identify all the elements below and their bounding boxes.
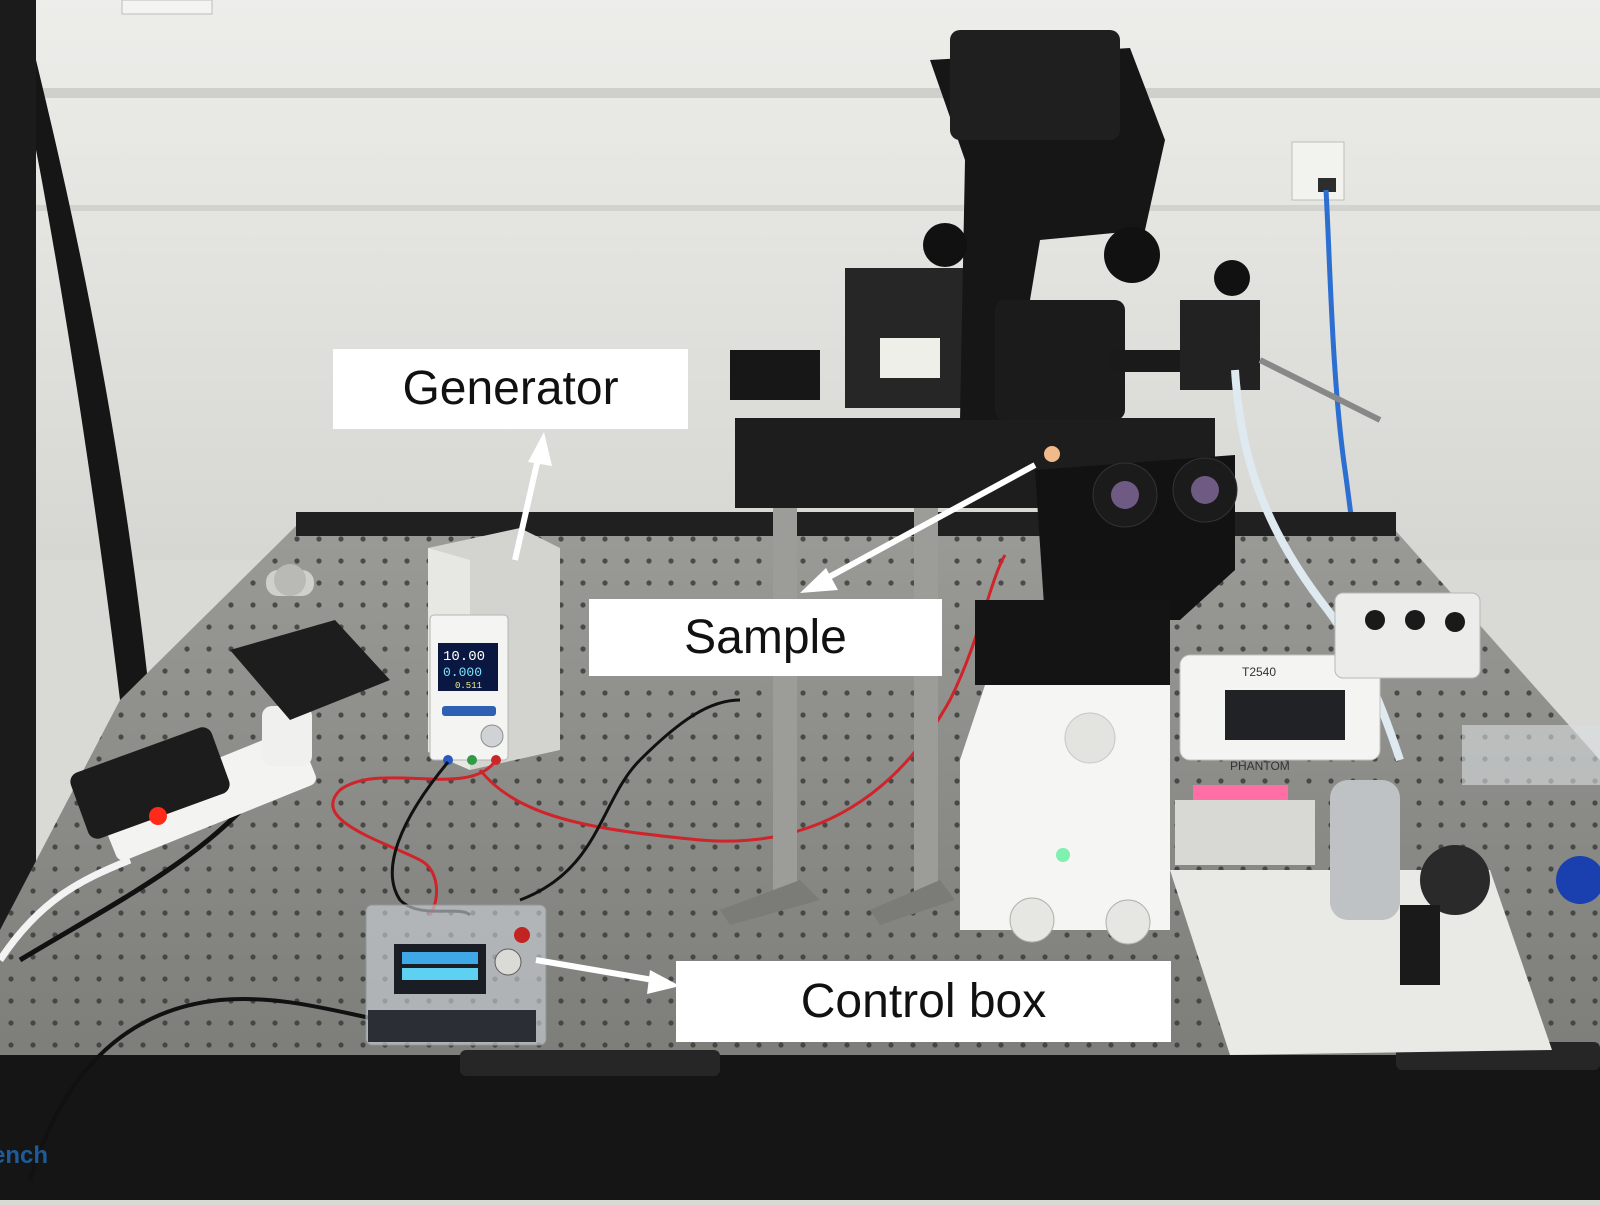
eyepiece-left-glass <box>1111 481 1139 509</box>
control-box-base <box>368 1010 536 1042</box>
focus-knob-top-left <box>923 223 967 267</box>
ethernet-port <box>1318 178 1336 192</box>
microscope-pillar-right <box>914 500 938 900</box>
microscope-body-white <box>960 685 1170 930</box>
objective-turret <box>995 300 1125 420</box>
current-readout: 0.000 <box>443 665 482 680</box>
power-adapter <box>70 727 230 839</box>
microscope-knob-left <box>1009 897 1055 943</box>
control-box-red-button <box>514 927 530 943</box>
arrow-sample <box>816 462 1037 586</box>
focus-knob-top-right <box>1104 227 1160 283</box>
stage-controller <box>230 620 390 720</box>
manipulator-knob <box>1214 260 1250 296</box>
eyepiece-right-glass <box>1191 476 1219 504</box>
condenser-arm <box>930 48 1165 420</box>
control-box-label: Control box <box>676 961 1171 1042</box>
joystick-panel <box>1334 592 1481 679</box>
arrow-sample-head <box>800 568 838 593</box>
needle-holder <box>1258 357 1382 423</box>
joystick-knob-1 <box>1365 610 1385 630</box>
table-edge-highlight <box>460 1050 720 1076</box>
red-power-light <box>149 807 167 825</box>
terminal-green <box>467 755 477 765</box>
arrow-control-box <box>535 957 666 985</box>
clear-box <box>1462 725 1600 785</box>
black-cable-bottom <box>28 997 381 1181</box>
arrow-generator <box>512 449 543 561</box>
silver-knob <box>274 564 306 596</box>
microscope-foot-right <box>870 880 955 925</box>
silver-cylinder <box>1330 780 1400 920</box>
camera-model-text: T2540 <box>1242 665 1276 679</box>
stage-label <box>880 338 940 378</box>
wall-trim <box>0 88 1600 98</box>
lens-tube <box>1400 905 1440 985</box>
wall-trim-lower <box>0 205 1600 211</box>
black-wire-b <box>519 698 741 902</box>
white-plug <box>262 706 312 766</box>
table-edge <box>0 1055 1600 1200</box>
power-supply-dial <box>480 724 504 748</box>
nikon-logo <box>1064 712 1116 764</box>
white-cable <box>0 856 132 962</box>
control-box-knob <box>494 948 522 976</box>
manipulator-block <box>1180 300 1260 390</box>
power-supply-screen <box>438 643 498 691</box>
terminal-blue <box>443 755 453 765</box>
camera-vent <box>1225 690 1345 740</box>
microscope-body-black <box>975 600 1170 685</box>
arrow-control-box-head <box>647 970 680 994</box>
red-wire-a <box>331 759 498 916</box>
white-board <box>1170 870 1552 1055</box>
voltage-readout: 10.00 <box>443 649 485 665</box>
frame-post-curve <box>36 60 150 700</box>
microscope-foot-left <box>720 880 820 925</box>
control-box-screen-bar-1 <box>402 952 478 964</box>
sample-label: Sample <box>589 599 942 676</box>
microscope-pillar-left <box>773 500 797 900</box>
arrow-generator-head <box>528 432 552 466</box>
light-switch <box>121 0 213 15</box>
power-supply-buttons <box>442 706 496 716</box>
condenser-head <box>950 30 1120 140</box>
camera-base <box>1175 800 1315 865</box>
lens-mount <box>1420 845 1490 915</box>
black-box-left <box>730 350 820 400</box>
blue-item <box>1556 856 1600 904</box>
table-brand-text: ench <box>0 1142 48 1169</box>
green-indicator <box>1056 848 1070 862</box>
power-readout: 0.511 <box>455 681 482 691</box>
camera-brand-text: PHANTOM <box>1230 759 1290 773</box>
joystick-knob-3 <box>1445 612 1465 632</box>
microscope-knob-right <box>1105 899 1151 945</box>
joystick-knob-2 <box>1405 610 1425 630</box>
sample-spot <box>1044 446 1060 462</box>
generator-label: Generator <box>333 349 688 429</box>
control-box-screen-bar-2 <box>402 968 478 980</box>
